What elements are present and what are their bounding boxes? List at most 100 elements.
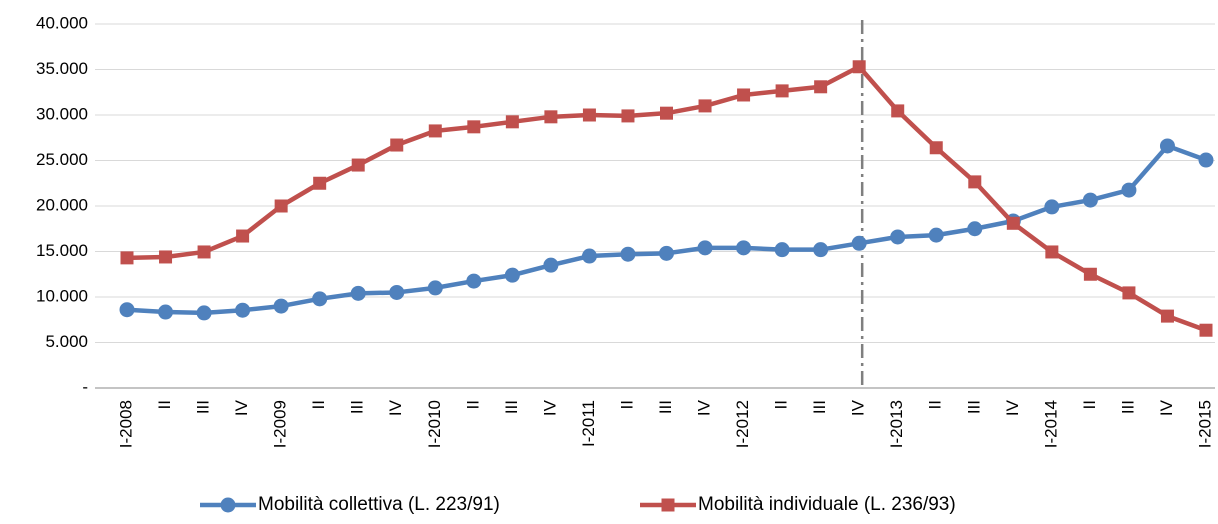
point: [1198, 152, 1214, 168]
point: [851, 235, 867, 251]
y-tick-label: 40.000: [36, 13, 88, 32]
point: [1160, 309, 1174, 323]
point: [697, 240, 713, 256]
point: [620, 246, 636, 262]
x-tick-label: IV: [849, 399, 868, 416]
y-tick-label: 25.000: [36, 150, 88, 169]
point: [504, 267, 520, 283]
x-tick-label: I-2011: [579, 400, 598, 447]
y-tick-label: 15.000: [36, 241, 88, 260]
x-tick-label: IV: [1157, 399, 1176, 416]
x-tick-label: I-2009: [271, 400, 290, 448]
y-tick-label: -: [82, 377, 88, 396]
point: [774, 242, 790, 258]
x-tick-label: III: [348, 400, 367, 414]
x-tick-label: III: [194, 400, 213, 414]
y-tick-label: 20.000: [36, 195, 88, 214]
point: [890, 229, 906, 245]
point: [581, 248, 597, 264]
x-tick-label: I-2014: [1041, 400, 1060, 448]
point: [427, 280, 443, 296]
point: [467, 120, 481, 134]
point: [543, 257, 559, 273]
point: [466, 273, 482, 289]
point: [273, 298, 289, 314]
point: [158, 304, 174, 320]
point: [813, 242, 829, 258]
point: [120, 251, 134, 265]
x-tick-label: IV: [695, 399, 714, 416]
y-tick-label: 30.000: [36, 104, 88, 123]
point: [119, 302, 135, 318]
point: [1122, 286, 1136, 300]
legend-label: Mobilità collettiva (L. 223/91): [258, 494, 500, 515]
point: [505, 115, 519, 129]
x-tick-label: I-2010: [425, 400, 444, 448]
point: [852, 60, 866, 74]
legend-label: Mobilità individuale (L. 236/93): [698, 494, 956, 515]
point: [928, 227, 944, 243]
point: [390, 138, 404, 152]
x-tick-label: IV: [386, 399, 405, 416]
x-tick-label: III: [502, 400, 521, 414]
point: [196, 305, 212, 321]
point: [929, 141, 943, 155]
series-line: [126, 143, 1207, 316]
legend-marker: [220, 497, 236, 513]
x-tick-label: II: [1080, 400, 1099, 409]
x-tick-label: III: [964, 400, 983, 414]
point: [544, 110, 558, 124]
point: [350, 285, 366, 301]
point: [967, 221, 983, 237]
series-line: [126, 64, 1207, 333]
x-tick-label: I-2008: [116, 400, 135, 448]
x-tick-label: III: [810, 400, 829, 414]
point: [775, 84, 789, 98]
x-tick-label: II: [309, 400, 328, 409]
x-tick-label: I-2015: [1195, 400, 1214, 448]
point: [1006, 216, 1020, 230]
point: [274, 199, 288, 213]
x-tick-label: IV: [540, 399, 559, 416]
point: [236, 229, 250, 243]
x-tick-label: II: [617, 400, 636, 409]
x-tick-label: I-2012: [733, 400, 752, 448]
point: [389, 284, 405, 300]
point: [814, 80, 828, 94]
point: [736, 240, 752, 256]
point: [659, 245, 674, 261]
legend-marker: [661, 498, 675, 512]
point: [1199, 323, 1213, 337]
point: [968, 175, 982, 189]
point: [737, 88, 751, 102]
point: [891, 104, 905, 118]
x-tick-label: I-2013: [887, 400, 906, 448]
point: [428, 124, 442, 138]
point: [1121, 182, 1137, 198]
y-tick-label: 10.000: [36, 286, 88, 305]
x-tick-label: IV: [1003, 399, 1022, 416]
point: [313, 176, 327, 190]
point: [582, 108, 596, 122]
point: [197, 245, 211, 259]
point: [660, 106, 673, 120]
point: [351, 158, 365, 172]
point: [1044, 199, 1060, 215]
x-tick-label: III: [1118, 400, 1137, 414]
y-tick-label: 35.000: [36, 59, 88, 78]
x-tick-label: II: [155, 400, 174, 409]
point: [1083, 267, 1097, 281]
x-tick-label: III: [656, 400, 675, 414]
y-tick-label: 5.000: [45, 332, 88, 351]
x-tick-label: IV: [232, 399, 251, 416]
point: [235, 302, 251, 318]
point: [1082, 192, 1098, 208]
x-tick-label: II: [926, 400, 945, 409]
point: [698, 99, 712, 113]
point: [621, 109, 635, 123]
x-tick-label: II: [772, 400, 791, 409]
point: [1045, 245, 1059, 259]
x-tick-label: II: [463, 400, 482, 409]
point: [312, 291, 328, 307]
